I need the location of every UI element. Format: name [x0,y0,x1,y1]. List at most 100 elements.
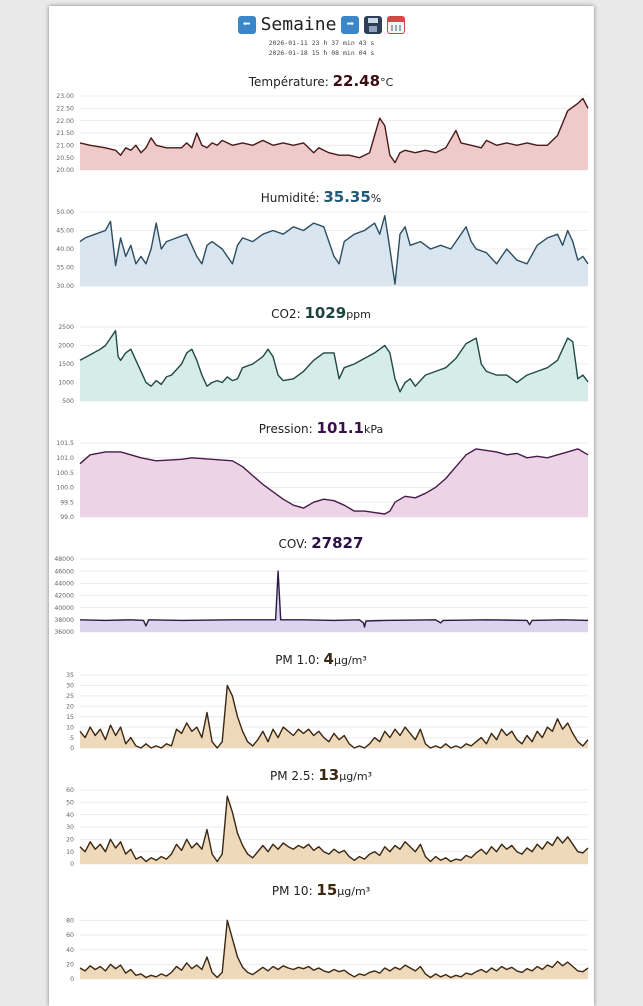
y-tick-label: 50 [66,800,74,807]
y-tick-label: 40000 [54,605,74,612]
y-tick-label: 99.0 [60,514,74,521]
y-tick-label: 42000 [54,593,74,600]
y-tick-label: 30 [66,683,74,690]
series-line [79,684,589,749]
chart-title: PM 1.0: 4µg/m³ [275,650,367,668]
chart-current-value: 22.48 [333,72,380,90]
y-tick-label: 48000 [54,556,74,563]
y-tick-label: 25 [66,693,74,700]
y-tick-label: 1000 [58,380,74,387]
y-tick-label: 0 [70,745,74,752]
chart-label: COV: [279,537,312,551]
y-tick-label: 20.00 [56,167,74,174]
y-tick-label: 30.00 [56,283,74,290]
y-tick-label: 500 [62,398,74,405]
chart-title: Humidité: 35.35% [261,188,381,206]
series-line [79,795,589,863]
chart-temperature: Température: 22.48°C 20.00 20.50 21.00 21.50… [56,72,589,174]
y-tick-label: 20.50 [56,155,74,162]
end-date: 2026-01-18 15 h 08 min 04 s [268,49,375,57]
chart-label: Pression: [259,422,317,436]
series-area [80,685,588,748]
chart-humidity: Humidité: 35.35% 30.00 35.00 40.00 45.00 50.0… [56,188,589,290]
chart-cov: COV: 27827 36000 38000 40000 42000 44000 46000… [54,534,589,636]
chart-title: Température: 22.48°C [248,72,394,90]
chart-pm1: PM 1.0: 4µg/m³ 0 5 10 15 20 25 30 35 [66,650,589,752]
chart-unit: °C [380,76,394,89]
y-tick-label: 0 [70,861,74,868]
series-line [79,215,589,285]
y-tick-label: 10 [66,724,74,731]
chart-label: Humidité: [261,191,324,205]
chart-label: Température: [248,75,333,89]
chart-co2: CO2: 1029ppm 500 1000 1500 2000 2500 [58,304,589,405]
chart-unit: µg/m³ [334,654,367,667]
previous-arrow-icon[interactable]: ⬅ [237,15,256,34]
next-arrow-icon[interactable]: ➡ [341,15,360,34]
chart-pm25: PM 2.5: 13µg/m³ 0 10 20 30 40 50 60 [66,766,589,868]
y-tick-label: 60 [66,787,74,794]
y-tick-label: 100.0 [56,485,74,492]
chart-title: Pression: 101.1kPa [259,419,383,437]
y-tick-label: 101.0 [56,455,74,462]
y-tick-label: 40 [66,947,74,954]
series-line [79,97,589,164]
y-tick-label: 99.5 [60,499,74,506]
save-icon[interactable] [364,15,383,34]
y-tick-label: 35 [66,672,74,679]
y-tick-label: 22.00 [56,118,74,125]
y-tick-label: 44000 [54,581,74,588]
period-title: Semaine [260,14,337,35]
start-date: 2026-01-11 23 h 37 min 43 s [268,39,375,47]
chart-unit: % [371,192,381,205]
chart-label: PM 1.0: [275,653,323,667]
y-tick-label: 30 [66,824,74,831]
y-tick-label: 38000 [54,617,74,624]
chart-unit: ppm [346,308,371,321]
header: ⬅ Semaine ➡ 2026-01-11 23 h 37 min 43 s … [49,14,594,58]
series-line [79,570,589,628]
date-range: 2026-01-11 23 h 37 min 43 s 2026-01-18 1… [49,38,594,58]
series-area [80,920,588,979]
chart-current-value: 15 [316,881,337,899]
y-tick-label: 20 [66,703,74,710]
y-tick-label: 21.50 [56,130,74,137]
series-line [79,919,589,979]
chart-title: COV: 27827 [279,534,364,552]
chart-current-value: 1029 [304,304,346,322]
series-line [79,330,589,393]
y-tick-label: 15 [66,714,74,721]
calendar-icon[interactable] [387,15,406,34]
series-area [80,448,588,517]
series-area [80,215,588,286]
chart-unit: µg/m³ [337,885,370,898]
series-area [80,571,588,632]
y-tick-label: 40.00 [56,246,74,253]
y-tick-label: 100.5 [56,470,74,477]
chart-current-value: 101.1 [317,419,364,437]
y-tick-label: 101.5 [56,440,74,447]
y-tick-label: 46000 [54,568,74,575]
y-tick-label: 35.00 [56,265,74,272]
y-tick-label: 50.00 [56,209,74,216]
chart-current-value: 4 [324,650,334,668]
series-area [80,796,588,864]
chart-pm10: PM 10: 15µg/m³ 0 20 40 60 80 [66,881,589,983]
chart-unit: kPa [364,423,383,436]
chart-label: PM 10: [272,884,317,898]
y-tick-label: 60 [66,932,74,939]
y-tick-label: 2500 [58,324,74,331]
y-tick-label: 23.00 [56,93,74,100]
chart-pressure: Pression: 101.1kPa 99.0 99.5 100.0 100.5 101.… [56,419,589,521]
y-tick-label: 22.50 [56,106,74,113]
y-tick-label: 80 [66,918,74,925]
y-tick-label: 20 [66,837,74,844]
y-tick-label: 0 [70,976,74,983]
series-line [79,448,589,515]
chart-title: PM 2.5: 13µg/m³ [270,766,372,784]
y-tick-label: 10 [66,849,74,856]
y-tick-label: 5 [70,735,74,742]
chart-title: CO2: 1029ppm [271,304,371,322]
chart-current-value: 35.35 [323,188,370,206]
